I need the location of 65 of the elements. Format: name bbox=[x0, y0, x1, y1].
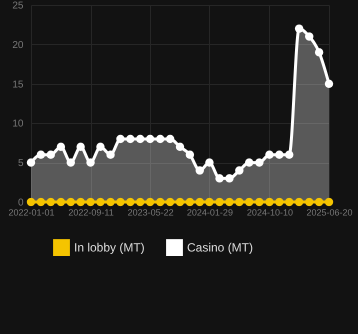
point bbox=[255, 198, 264, 206]
point bbox=[106, 150, 115, 159]
x-tick-label: 2024-10-10 bbox=[246, 208, 293, 218]
point bbox=[235, 198, 244, 206]
point bbox=[225, 174, 234, 183]
point bbox=[196, 198, 204, 206]
point bbox=[76, 198, 85, 206]
point bbox=[126, 198, 135, 206]
point bbox=[324, 198, 334, 206]
x-tick-label: 2022-01-01 bbox=[8, 208, 55, 218]
point bbox=[86, 198, 95, 206]
point bbox=[86, 158, 95, 167]
point bbox=[294, 198, 304, 206]
y-tick-label: 20 bbox=[12, 40, 24, 51]
point bbox=[265, 198, 274, 206]
point bbox=[116, 198, 125, 206]
point bbox=[176, 198, 184, 206]
point bbox=[215, 198, 224, 206]
point bbox=[96, 142, 105, 152]
point bbox=[285, 198, 294, 206]
point bbox=[305, 32, 314, 41]
point bbox=[294, 24, 304, 33]
point bbox=[56, 142, 66, 152]
y-tick-label: 25 bbox=[12, 0, 24, 12]
point bbox=[146, 198, 154, 206]
point bbox=[205, 198, 214, 206]
point bbox=[186, 198, 194, 206]
point bbox=[314, 48, 324, 56]
point bbox=[285, 150, 294, 159]
point bbox=[66, 158, 75, 167]
x-tick-label: 2024-01-29 bbox=[186, 208, 233, 218]
point bbox=[46, 198, 55, 206]
point bbox=[275, 198, 284, 206]
point bbox=[46, 150, 55, 159]
point bbox=[106, 198, 115, 206]
point bbox=[66, 198, 75, 206]
point bbox=[314, 198, 324, 206]
point bbox=[186, 150, 194, 159]
point bbox=[205, 158, 214, 167]
y-tick-label: 0 bbox=[18, 198, 24, 208]
y-tick-label: 5 bbox=[18, 158, 24, 170]
x-tick-label: 2025-06-20 bbox=[306, 208, 353, 218]
point bbox=[166, 134, 174, 144]
x-tick-label: 2022-09-11 bbox=[68, 208, 114, 218]
legend-label: In lobby (MT) bbox=[74, 240, 145, 255]
point bbox=[235, 166, 244, 175]
point bbox=[176, 142, 184, 152]
point bbox=[225, 198, 234, 206]
point bbox=[305, 198, 314, 206]
x-tick-label: 2023-05-22 bbox=[128, 208, 174, 218]
point bbox=[26, 158, 36, 167]
point bbox=[166, 198, 174, 206]
point bbox=[96, 198, 105, 206]
point bbox=[56, 198, 66, 206]
y-tick-label: 10 bbox=[12, 118, 24, 130]
point bbox=[136, 198, 144, 206]
point bbox=[245, 198, 254, 206]
point bbox=[255, 158, 264, 167]
y-tick-label: 15 bbox=[12, 79, 24, 90]
point bbox=[36, 198, 46, 206]
point bbox=[156, 198, 164, 206]
legend-label: Casino (MT) bbox=[187, 240, 254, 255]
point bbox=[196, 166, 204, 175]
point bbox=[26, 198, 36, 206]
point bbox=[76, 142, 85, 152]
